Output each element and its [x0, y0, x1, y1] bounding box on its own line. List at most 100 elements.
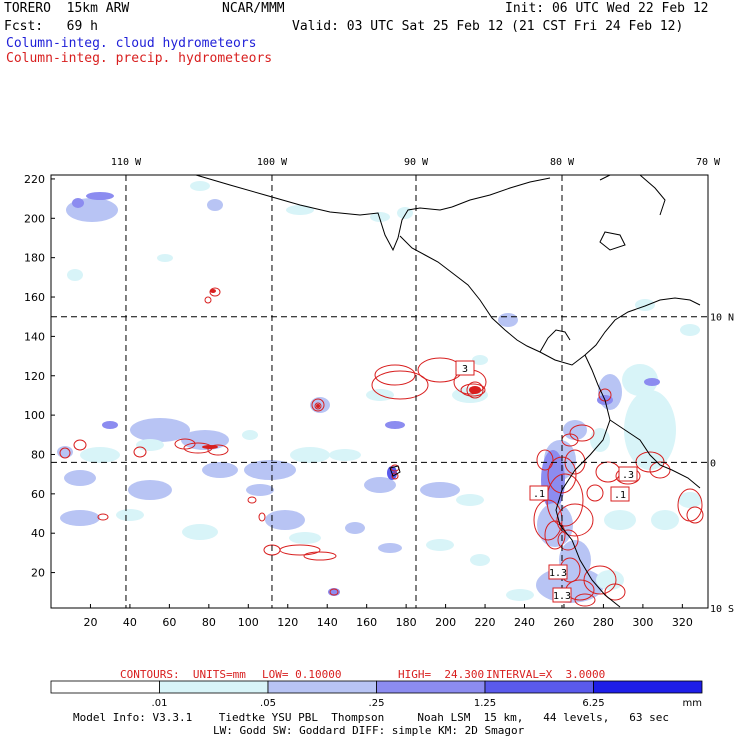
shading-patch: [498, 313, 518, 327]
shading-patch: [116, 509, 144, 521]
valid-time: Valid: 03 UTC Sat 25 Feb 12 (21 CST Fri …: [292, 19, 684, 34]
shading-patch: [364, 477, 396, 493]
precip-contour: [574, 593, 596, 607]
x-tick-label: 140: [317, 616, 338, 629]
shading-patch: [190, 181, 210, 191]
precip-contour: [586, 484, 604, 502]
y-tick-label: 180: [24, 252, 45, 265]
y-tick-label: 120: [24, 370, 45, 383]
shading-patch: [596, 570, 624, 590]
y-tick-label: 160: [24, 291, 45, 304]
contour-label: 1.3: [549, 568, 567, 579]
shading-patch: [57, 446, 73, 458]
precip-contour: [59, 447, 71, 459]
shading-patch: [157, 254, 173, 262]
y-tick-label: 140: [24, 330, 45, 343]
contour-label-box: [548, 564, 568, 580]
coastline: [399, 235, 701, 366]
center-label: NCAR/MMM: [222, 1, 285, 16]
shading-patch: [563, 420, 587, 440]
precip-contour: [686, 506, 704, 524]
y-tick-label: 60: [31, 488, 45, 501]
precip-core: [316, 404, 320, 408]
contour-label: .1: [614, 490, 626, 501]
x-tick-label: 100: [238, 616, 259, 629]
coastline: [639, 174, 666, 216]
contour-info-high: HIGH= 24.300: [398, 668, 485, 681]
contour-label: 3: [462, 364, 468, 375]
island-outline: [389, 465, 401, 477]
legend-unit: mm: [683, 698, 702, 709]
y-axis-ticks: 20 40 60 80 100 120 140 160 180 200 220: [24, 173, 55, 580]
shading-patch: [72, 198, 84, 208]
shading-patch: [67, 269, 83, 281]
coastline: [599, 231, 626, 251]
shading-patch: [622, 364, 658, 396]
x-tick-label: 120: [277, 616, 298, 629]
shading-patch: [265, 510, 305, 530]
precip-contour: [556, 503, 594, 537]
contour-label: .1: [533, 489, 545, 500]
shading-patch: [378, 543, 402, 553]
contour-info-low: LOW= 0.10000: [262, 668, 342, 681]
precip-contour: [303, 551, 337, 561]
precip-contour: [466, 381, 484, 399]
init-time: Init: 06 UTC Wed 22 Feb 12: [505, 1, 709, 16]
coastline: [195, 174, 453, 252]
precip-contour: [391, 472, 399, 480]
x-tick-label: 320: [672, 616, 693, 629]
shading-patch: [456, 494, 484, 506]
x-tick-label: 280: [593, 616, 614, 629]
latitude-label: 10 S: [710, 604, 734, 615]
shading-patch: [202, 462, 238, 478]
y-tick-label: 80: [31, 448, 45, 461]
precip-contour: [557, 529, 579, 551]
y-tick-label: 100: [24, 409, 45, 422]
precip-contour: [329, 588, 339, 596]
field-cloud-label: Column-integ. cloud hydrometeors: [6, 36, 257, 51]
x-tick-label: 220: [475, 616, 496, 629]
x-tick-label: 40: [123, 616, 137, 629]
precip-contour: [204, 296, 212, 304]
precip-core: [469, 386, 481, 394]
shading-patch: [537, 503, 573, 547]
longitude-label: 110 W: [111, 157, 142, 168]
legend-tick-label: .01: [152, 698, 168, 709]
shading-patch: [678, 492, 702, 508]
contour-label-box: [610, 486, 630, 502]
precip-contour: [649, 461, 671, 479]
precip-contour: [536, 449, 554, 471]
shading-patch: [370, 212, 390, 222]
model-info-line1: Model Info: V3.3.1 Tiedtke YSU PBL Thomp…: [73, 711, 670, 724]
shading-patch: [635, 299, 655, 311]
x-tick-label: 180: [396, 616, 417, 629]
precip-contour: [371, 370, 429, 400]
y-tick-label: 220: [24, 173, 45, 186]
shading-patch: [246, 484, 274, 496]
legend-swatch: [50, 680, 160, 694]
shading-patch: [426, 539, 454, 551]
latitude-labels: 10 N 0 10 S: [710, 313, 734, 615]
shading-patch: [385, 421, 405, 429]
precip-contour: [174, 438, 196, 450]
shading-patch: [604, 510, 636, 530]
legend-swatch: [159, 680, 269, 694]
contour-label-box: [618, 466, 638, 482]
shading-patch: [80, 447, 120, 463]
hydrometeor-shading: [57, 181, 702, 603]
shading-patch: [420, 482, 460, 498]
coastline: [555, 354, 621, 608]
contour-label-box: [529, 485, 549, 501]
field-precip-label: Column-integ. precip. hydrometeors: [6, 51, 273, 66]
legend-swatch: [593, 680, 703, 694]
precip-contour: [544, 520, 566, 550]
x-tick-label: 160: [356, 616, 377, 629]
shading-patch: [651, 510, 679, 530]
precip-contour: [207, 444, 229, 456]
precip-contour: [209, 287, 221, 297]
plot-frame: [50, 174, 709, 609]
model-info-line2: LW: Godd SW: Goddard DIFF: simple KM: 2D…: [213, 724, 525, 737]
model-title: TORERO 15km ARW: [4, 1, 130, 16]
shading-patch: [329, 449, 361, 461]
